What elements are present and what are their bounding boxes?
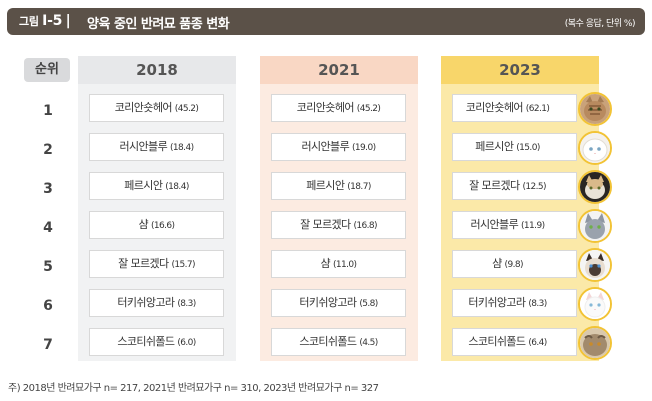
breed-percent: (45.2): [356, 104, 381, 114]
breed-name: 페르시안: [124, 179, 163, 192]
rank-number: 5: [43, 259, 53, 275]
mixed-cat-icon: [578, 170, 612, 204]
breed-percent: (12.5): [522, 182, 546, 192]
breed-cell: 스코티쉬폴드 (4.5): [271, 328, 406, 356]
breed-cell: 샴 (16.6): [89, 211, 224, 239]
breed-percent: (11.0): [332, 260, 357, 270]
breed-name: 러시안블루: [301, 140, 350, 153]
figure-number: Ⅰ-5: [42, 13, 63, 29]
breed-percent: (4.5): [359, 338, 378, 348]
breed-name: 터키쉬앙고라: [299, 296, 357, 309]
breed-percent: (19.0): [352, 143, 376, 153]
figure-separator: |: [65, 13, 71, 29]
breed-name: 러시안블루: [470, 218, 519, 231]
breed-percent: (8.3): [528, 299, 547, 309]
breed-cell: 샴 (9.8): [452, 250, 577, 278]
breed-name: 러시안블루: [119, 140, 168, 153]
rank-number: 2: [43, 142, 53, 158]
unit-note: (복수 응답, 단위 %): [564, 19, 636, 29]
breed-cell: 러시안블루 (19.0): [271, 133, 406, 161]
breed-name: 샴: [138, 218, 149, 231]
footnote: 주) 2018년 반려묘가구 n= 217, 2021년 반려묘가구 n= 31…: [8, 383, 379, 394]
cells-2023: 코리안숏헤어 (62.1) 페르시안 (15.0) 잘 모르겠다 (12.5) …: [441, 56, 599, 361]
cells-2021: 코리안숏헤어 (45.2) 러시안블루 (19.0) 페르시안 (18.7) 잘…: [260, 56, 418, 361]
cells-2018: 코리안숏헤어 (45.2) 러시안블루 (18.4) 페르시안 (18.4) 샴…: [78, 56, 236, 361]
breed-name: 터키쉬앙고라: [117, 296, 175, 309]
breed-cell: 페르시안 (15.0): [452, 133, 577, 161]
breed-cell: 코리안숏헤어 (45.2): [271, 94, 406, 122]
breed-cell: 터키쉬앙고라 (8.3): [89, 289, 224, 317]
breed-name: 스코티쉬폴드: [299, 335, 357, 348]
breed-percent: (8.3): [177, 299, 196, 309]
breed-percent: (15.0): [516, 143, 540, 153]
breed-percent: (16.6): [150, 221, 175, 231]
breed-percent: (6.4): [528, 338, 547, 348]
breed-name: 잘 모르겠다: [469, 179, 520, 192]
breed-percent: (5.8): [359, 299, 378, 309]
breed-cell: 스코티쉬폴드 (6.4): [452, 328, 577, 356]
rank-number: 1: [43, 103, 53, 119]
figure-title-bar: 그림 Ⅰ-5 | 양육 중인 반려묘 품종 변화 (복수 응답, 단위 %): [7, 8, 645, 35]
breed-cell: 러시안블루 (11.9): [452, 211, 577, 239]
breed-name: 잘 모르겠다: [300, 218, 351, 231]
breed-name: 코리안숏헤어: [465, 101, 524, 114]
figure-label: 그림 Ⅰ-5 |: [19, 13, 71, 29]
breed-percent: (18.7): [347, 182, 371, 192]
breed-percent: (15.7): [171, 260, 195, 270]
breed-cell: 터키쉬앙고라 (8.3): [452, 289, 577, 317]
breed-cell: 페르시안 (18.4): [89, 172, 224, 200]
breed-percent: (16.8): [353, 221, 377, 231]
breed-percent: (45.2): [174, 104, 199, 114]
year-header-2023: 2023: [441, 56, 599, 84]
scottish-fold-cat-icon: [578, 326, 612, 360]
breed-cell: 잘 모르겠다 (15.7): [89, 250, 224, 278]
breed-percent: (62.1): [525, 104, 550, 114]
breed-percent: (9.8): [504, 260, 524, 270]
breed-percent: (11.9): [521, 221, 545, 231]
breed-name: 잘 모르겠다: [118, 257, 169, 270]
breed-cell: 페르시안 (18.7): [271, 172, 406, 200]
breed-cell: 샴 (11.0): [271, 250, 406, 278]
breed-name: 스코티쉬폴드: [468, 335, 526, 348]
breed-percent: (18.4): [170, 143, 194, 153]
year-header-2018: 2018: [78, 56, 236, 84]
breed-name: 터키쉬앙고라: [468, 296, 526, 309]
year-header-2021: 2021: [260, 56, 418, 84]
siamese-cat-icon: [578, 248, 612, 282]
breed-cell: 잘 모르겠다 (12.5): [452, 172, 577, 200]
breed-name: 샴: [492, 257, 502, 270]
rank-header: 순위: [24, 58, 70, 82]
breed-cell: 러시안블루 (18.4): [89, 133, 224, 161]
rank-number: 7: [43, 337, 53, 353]
korean-shorthair-cat-icon: [578, 92, 612, 126]
breed-name: 스코티쉬폴드: [117, 335, 175, 348]
breed-percent: (18.4): [165, 182, 189, 192]
rank-number: 3: [43, 181, 53, 197]
breed-name: 페르시안: [306, 179, 345, 192]
rank-number: 6: [43, 298, 53, 314]
breed-name: 코리안숏헤어: [114, 101, 173, 114]
breed-percent: (6.0): [177, 338, 196, 348]
breed-name: 샴: [320, 257, 331, 270]
breed-cell: 코리안숏헤어 (62.1): [452, 94, 577, 122]
breed-cell: 스코티쉬폴드 (6.0): [89, 328, 224, 356]
figure-title: 양육 중인 반려묘 품종 변화: [87, 17, 230, 32]
breed-cell: 터키쉬앙고라 (5.8): [271, 289, 406, 317]
rank-number: 4: [43, 220, 53, 236]
figure-prefix: 그림: [19, 15, 39, 28]
russian-blue-cat-icon: [578, 209, 612, 243]
breed-cell: 코리안숏헤어 (45.2): [89, 94, 224, 122]
breed-name: 페르시안: [475, 140, 514, 153]
turkish-angora-cat-icon: [578, 287, 612, 321]
breed-cell: 잘 모르겠다 (16.8): [271, 211, 406, 239]
persian-cat-icon: [578, 131, 612, 165]
breed-name: 코리안숏헤어: [296, 101, 355, 114]
